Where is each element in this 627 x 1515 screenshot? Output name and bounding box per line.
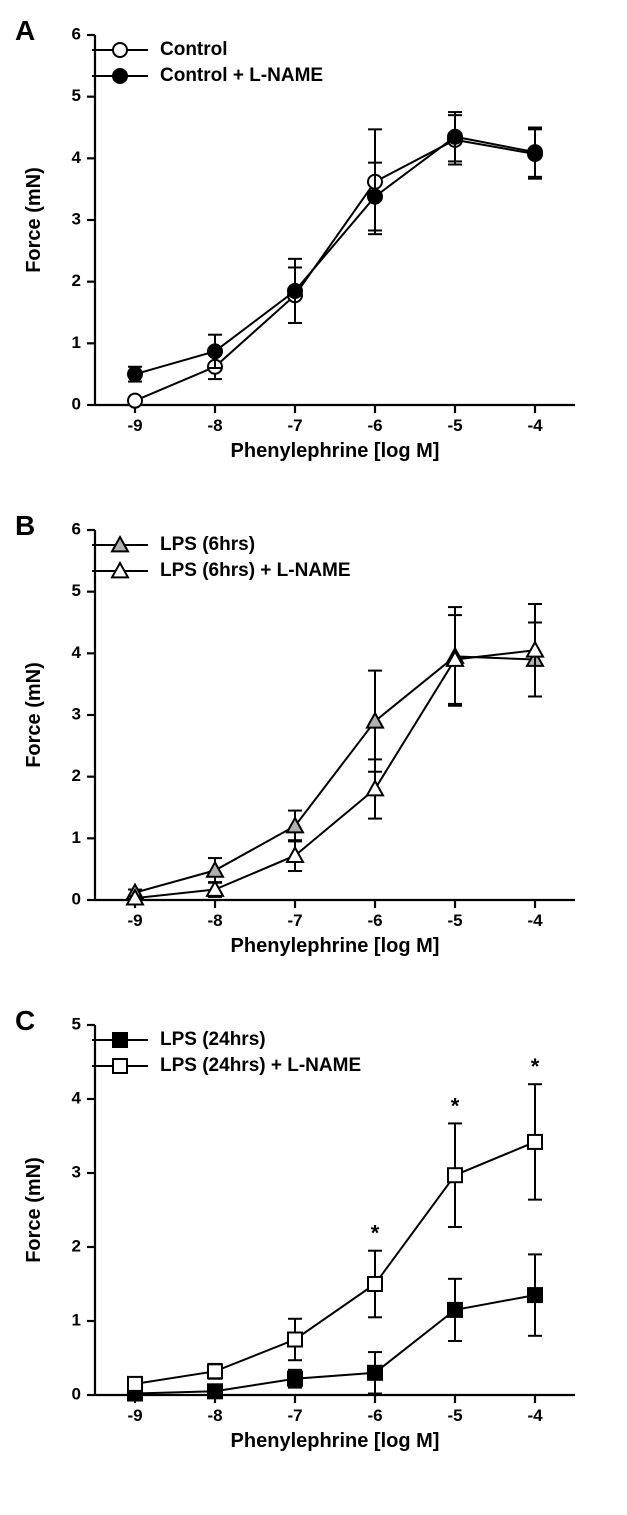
xtick-label: -6	[367, 1406, 382, 1425]
chart-svg: 0 1 2 3 4 5 -9 -8 -7 -6 -5 -4 Phenylephrine [log M] F…	[0, 1000, 627, 1485]
xtick-label: -9	[127, 911, 142, 930]
significance-star: *	[451, 1093, 460, 1118]
ytick-label: 4	[72, 148, 82, 167]
ytick-label: 3	[72, 704, 81, 723]
xtick-label: -9	[127, 416, 142, 435]
significance-star: *	[371, 1221, 380, 1246]
xtick-label: -5	[447, 911, 462, 930]
ytick-label: 0	[72, 889, 81, 908]
ytick-label: 5	[72, 1014, 81, 1033]
chart-svg: 0 1 2 3 4 5 6 -9 -8 -7 -6 -5 -4 Phenylephrine [log M]…	[0, 10, 627, 495]
ytick-label: 1	[72, 1310, 81, 1329]
figure: A 0 1 2 3 4 5 6 -9 -8 -7 -6 -5 -4 Phenylephrine [log M…	[0, 0, 627, 1515]
xtick-label: -5	[447, 1406, 462, 1425]
ytick-label: 5	[72, 581, 81, 600]
ytick-label: 6	[72, 24, 81, 43]
ytick-label: 3	[72, 209, 81, 228]
legend-label: Control	[160, 39, 228, 60]
xtick-label: -8	[207, 1406, 222, 1425]
legend-label: Control + L-NAME	[160, 65, 323, 86]
ytick-label: 0	[72, 1384, 81, 1403]
x-axis-label: Phenylephrine [log M]	[231, 1430, 440, 1452]
panel-label: C	[15, 1005, 35, 1037]
panel-A: A 0 1 2 3 4 5 6 -9 -8 -7 -6 -5 -4 Phenylephrine [log M…	[0, 10, 627, 495]
x-axis-label: Phenylephrine [log M]	[231, 935, 440, 957]
xtick-label: -6	[367, 416, 382, 435]
y-axis-label: Force (mN)	[23, 662, 45, 768]
chart-svg: 0 1 2 3 4 5 6 -9 -8 -7 -6 -5 -4 Phenylephrine [log M]…	[0, 505, 627, 990]
legend-label: LPS (24hrs)	[160, 1029, 266, 1050]
xtick-label: -8	[207, 416, 222, 435]
xtick-label: -6	[367, 911, 382, 930]
legend-label: LPS (6hrs) + L-NAME	[160, 560, 351, 581]
xtick-label: -7	[287, 1406, 302, 1425]
ytick-label: 5	[72, 86, 81, 105]
legend-label: LPS (6hrs)	[160, 534, 255, 555]
x-axis-label: Phenylephrine [log M]	[231, 440, 440, 462]
y-axis-label: Force (mN)	[23, 1157, 45, 1263]
ytick-label: 2	[72, 271, 81, 290]
xtick-label: -5	[447, 416, 462, 435]
xtick-label: -4	[527, 416, 543, 435]
ytick-label: 4	[72, 643, 82, 662]
series-line	[135, 1295, 535, 1393]
xtick-label: -8	[207, 911, 222, 930]
xtick-label: -7	[287, 911, 302, 930]
xtick-label: -9	[127, 1406, 142, 1425]
ytick-label: 3	[72, 1162, 81, 1181]
ytick-label: 1	[72, 828, 81, 847]
y-axis-label: Force (mN)	[23, 167, 45, 273]
series-line	[135, 140, 535, 401]
ytick-label: 2	[72, 766, 81, 785]
xtick-label: -4	[527, 911, 543, 930]
panel-B: B 0 1 2 3 4 5 6 -9 -8 -7 -6 -5 -4 Phenylephrine [log M…	[0, 505, 627, 990]
series-line	[135, 656, 535, 892]
panel-label: A	[15, 15, 35, 47]
series-line	[135, 1142, 535, 1384]
legend-label: LPS (24hrs) + L-NAME	[160, 1055, 361, 1076]
panel-label: B	[15, 510, 35, 542]
ytick-label: 0	[72, 394, 81, 413]
significance-star: *	[531, 1054, 540, 1079]
panel-C: C 0 1 2 3 4 5 -9 -8 -7 -6 -5 -4 Phenylephrine [log M]…	[0, 1000, 627, 1485]
ytick-label: 1	[72, 333, 81, 352]
ytick-label: 4	[72, 1088, 82, 1107]
ytick-label: 6	[72, 519, 81, 538]
xtick-label: -4	[527, 1406, 543, 1425]
xtick-label: -7	[287, 416, 302, 435]
series-line	[135, 137, 535, 374]
ytick-label: 2	[72, 1236, 81, 1255]
